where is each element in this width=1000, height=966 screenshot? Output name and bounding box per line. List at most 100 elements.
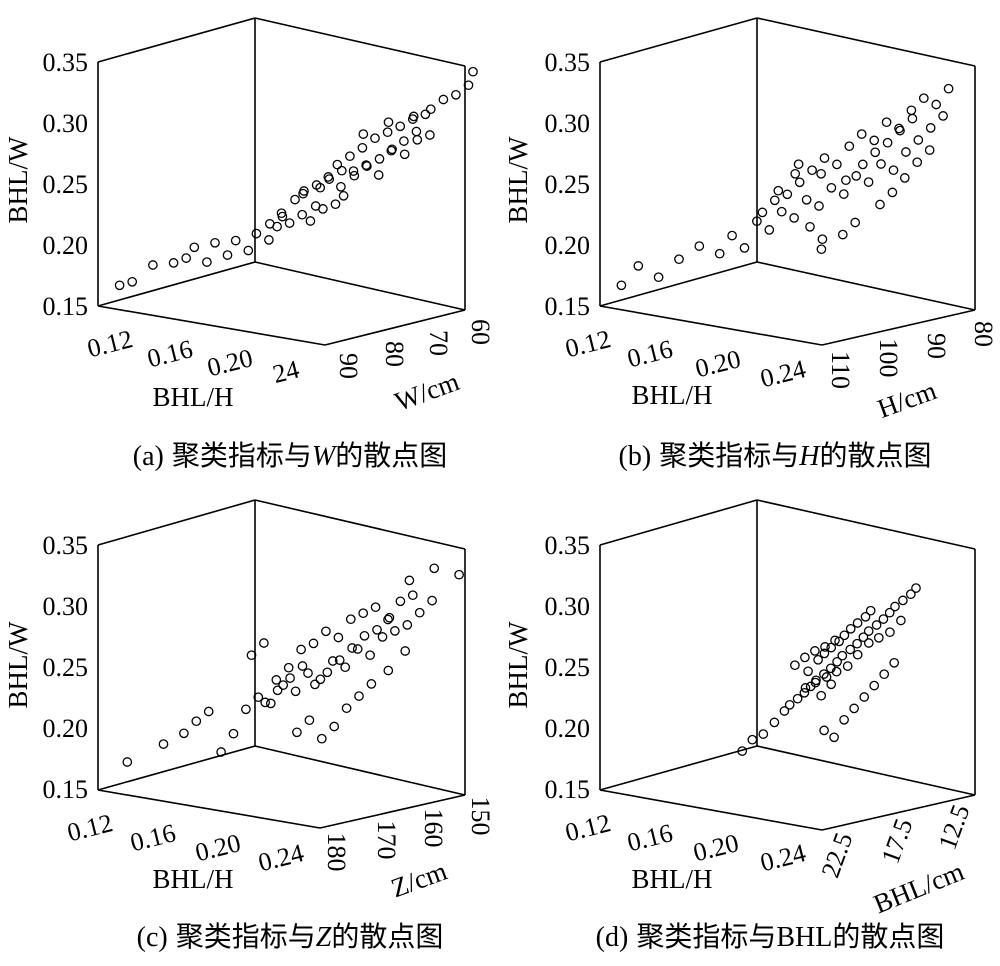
scatter-point [739, 243, 750, 253]
scatter-point [384, 612, 395, 623]
z-tick-label: 0.15 [43, 292, 89, 321]
scatter-point [860, 611, 871, 622]
scatter-point [158, 739, 169, 749]
scatter-point [365, 650, 375, 661]
scatter-point [876, 159, 886, 169]
scatter-point [296, 644, 306, 655]
scatter-point [899, 173, 910, 183]
x-tick-label: 0.12 [562, 324, 613, 363]
scatter-point [454, 569, 464, 580]
scatter-point [885, 627, 895, 638]
z-axis-label: BHL/W [3, 136, 33, 224]
scatter-point [336, 165, 347, 176]
scatter-point [889, 657, 900, 668]
scatter-point [330, 199, 341, 210]
scatter-point [310, 201, 321, 211]
scatter-point [810, 646, 820, 656]
scatter-point [304, 715, 315, 726]
scatter-point [858, 632, 869, 643]
scatter-point [819, 669, 829, 679]
scatter-point [148, 260, 158, 270]
scatter-point [873, 632, 884, 643]
scatter-point [216, 747, 226, 757]
scatter-point [420, 109, 431, 120]
scatter-point [377, 632, 388, 642]
scatter-point [290, 686, 301, 697]
scatter-point [869, 680, 880, 691]
scatter-point [228, 728, 239, 739]
scatter-point [354, 691, 364, 701]
scatter-point [769, 195, 780, 206]
svg-text:(a)聚类指标与W的散点图: (a) 聚类指标与W的散点图 [133, 440, 447, 472]
scatter-point [898, 595, 908, 606]
scatter-point [272, 685, 283, 696]
scatter-point [817, 234, 828, 245]
scatter-point [246, 650, 257, 661]
z-ticks: 0.35 0.30 0.25 0.20 0.15 [545, 531, 591, 804]
panel-c: 0.35 0.30 0.25 0.20 0.15 0.12 0.16 0.20 … [3, 499, 495, 953]
scatter-point [839, 714, 849, 725]
panel-d: 0.35 0.30 0.25 0.20 0.15 0.12 0.16 0.20 … [503, 499, 976, 953]
scatter-point [832, 656, 842, 667]
scatter-point [845, 644, 856, 655]
scatter-point [327, 656, 338, 666]
scatter-point [694, 241, 705, 251]
panel-b: 0.35 0.30 0.25 0.20 0.15 0.12 0.16 0.20 … [503, 17, 998, 472]
scatter-point [810, 677, 821, 688]
scatter-point [905, 589, 916, 600]
scatter-point [179, 728, 189, 739]
scatter-point [382, 127, 393, 138]
scatter-point [370, 133, 380, 144]
scatter-point [332, 159, 343, 170]
z-tick-label: 0.15 [43, 775, 89, 804]
x-axis-label: BHL/H [632, 380, 713, 410]
scatter-point [402, 620, 413, 630]
scatter-point [189, 242, 200, 253]
scatter-point [297, 209, 308, 220]
caption-text: 聚类指标与 [176, 921, 316, 953]
scatter-point [359, 630, 370, 641]
scatter-point [303, 668, 313, 678]
caption: (b) 聚类指标与H的散点图 [619, 440, 932, 472]
scatter-point [813, 654, 823, 665]
scatter-point [850, 217, 861, 228]
z-tick-label: 0.25 [43, 653, 89, 682]
scatter-points [122, 563, 464, 767]
scatter-point [390, 626, 400, 636]
scatter-point [253, 692, 264, 703]
z-tick-label: 0.15 [545, 292, 591, 321]
x-tick-label: 0.16 [624, 818, 675, 857]
scatter-point [895, 125, 905, 136]
z-tick-label: 0.20 [43, 714, 89, 743]
caption-label: (c) [137, 922, 168, 953]
scatter-point [789, 213, 799, 223]
scatter-point [737, 746, 748, 756]
scatter-point [305, 216, 316, 226]
scatter-point [779, 706, 790, 716]
z-tick-label: 0.25 [43, 170, 89, 199]
scatter-point [168, 258, 179, 268]
scatter-point [793, 159, 804, 170]
axes-box [97, 499, 466, 829]
axes-box [599, 17, 976, 346]
scatter-point [901, 147, 911, 157]
scatter-point [251, 228, 262, 239]
y-axis-label: W/cm [391, 366, 463, 417]
scatter-point [757, 207, 768, 218]
caption-var: W [312, 441, 338, 472]
scatter-point [358, 608, 369, 619]
scatter-point [841, 175, 851, 186]
z-tick-label: 0.30 [43, 109, 89, 138]
caption-suffix: 的散点图 [819, 440, 931, 472]
axes-box [599, 499, 976, 831]
scatter-point [425, 130, 435, 140]
axes-box [97, 17, 466, 346]
scatter-point [329, 721, 340, 732]
scatter-point [852, 618, 863, 628]
scatter-point [345, 614, 356, 625]
x-ticks: 0.12 0.16 0.20 24 [84, 324, 302, 389]
scatter-point [298, 188, 308, 199]
scatter-point [400, 646, 411, 656]
scatter-point [399, 136, 409, 146]
scatter-point [297, 661, 308, 671]
